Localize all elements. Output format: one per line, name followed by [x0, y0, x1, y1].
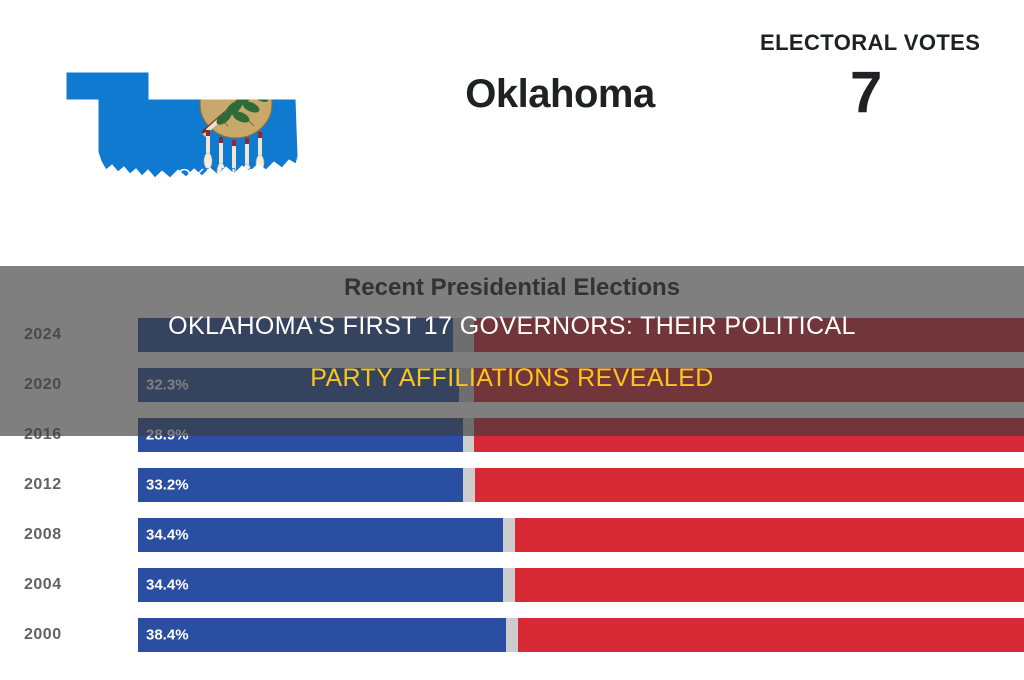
electoral-votes-block: ELECTORAL VOTES 7	[760, 30, 1024, 122]
bar-segment-republican	[514, 568, 1024, 602]
bar-segment-other	[463, 418, 474, 452]
bar-segment-democrat: 34.4%	[138, 518, 504, 552]
bar-segment-republican	[473, 318, 1024, 352]
row-year-label: 2024	[24, 326, 62, 343]
bar-value-label: 33.2%	[146, 476, 189, 494]
bar-segment-democrat: 34.4%	[138, 568, 504, 602]
chart-row: 2008 34.4%	[0, 510, 1024, 560]
chart-row: 2020 32.3%	[0, 360, 1024, 410]
oklahoma-state-map-icon: OKLAHOMA	[58, 60, 308, 200]
stacked-bar: 38.4%	[138, 618, 1024, 652]
bar-segment-other	[458, 368, 474, 402]
electoral-votes-label: ELECTORAL VOTES	[760, 30, 981, 55]
chart-row: 2000 38.4%	[0, 610, 1024, 660]
row-year-label: 2020	[24, 376, 62, 393]
state-name-title: Oklahoma	[465, 72, 655, 116]
bar-value-label: 28.9%	[146, 426, 189, 444]
bar-value-label: 34.4%	[146, 576, 189, 594]
bar-segment-other	[505, 618, 519, 652]
bar-segment-republican	[473, 368, 1024, 402]
elections-chart: Recent Presidential Elections 2024 2020 32…	[0, 266, 1024, 680]
stacked-bar	[138, 318, 1024, 352]
stacked-bar: 32.3%	[138, 368, 1024, 402]
bar-segment-republican	[514, 518, 1024, 552]
electoral-votes-value: 7	[850, 60, 883, 125]
chart-row: 2004 34.4%	[0, 560, 1024, 610]
bar-segment-democrat: 33.2%	[138, 468, 464, 502]
row-year-label: 2008	[24, 526, 62, 543]
bar-segment-democrat: 28.9%	[138, 418, 464, 452]
bar-segment-democrat: 32.3%	[138, 368, 459, 402]
chart-rows: 2024 2020 32.3% 2016 28.9% 2012 33.2% 2008 34.4%…	[0, 310, 1024, 660]
bar-value-label: 32.3%	[146, 376, 189, 394]
bar-value-label: 34.4%	[146, 526, 189, 544]
row-year-label: 2004	[24, 576, 62, 593]
row-year-label: 2016	[24, 426, 62, 443]
state-header: OKLAHOMA Oklahoma ELECTORAL VOTES 7	[0, 0, 1024, 266]
chart-title: Recent Presidential Elections	[343, 274, 681, 301]
bar-segment-republican	[518, 618, 1024, 652]
bar-value-label: 38.4%	[146, 626, 189, 644]
bar-segment-other	[503, 568, 515, 602]
bar-segment-other	[453, 318, 474, 352]
bar-segment-republican	[473, 418, 1024, 452]
chart-row: 2024	[0, 310, 1024, 360]
bar-segment-other	[503, 518, 515, 552]
chart-row: 2016 28.9%	[0, 410, 1024, 460]
bar-segment-republican	[474, 468, 1024, 502]
stacked-bar: 33.2%	[138, 468, 1024, 502]
row-year-label: 2012	[24, 476, 62, 493]
bar-segment-other	[463, 468, 475, 502]
bar-segment-democrat: 38.4%	[138, 618, 506, 652]
stacked-bar: 34.4%	[138, 518, 1024, 552]
chart-row: 2012 33.2%	[0, 460, 1024, 510]
stacked-bar: 34.4%	[138, 568, 1024, 602]
bar-segment-democrat	[138, 318, 454, 352]
stacked-bar: 28.9%	[138, 418, 1024, 452]
row-year-label: 2000	[24, 626, 62, 643]
